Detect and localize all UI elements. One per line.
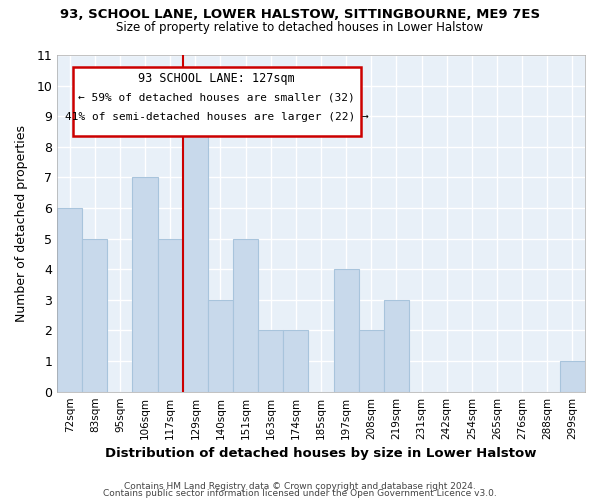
- Bar: [57, 208, 82, 392]
- Bar: [384, 300, 409, 392]
- Bar: [258, 330, 283, 392]
- Text: Contains HM Land Registry data © Crown copyright and database right 2024.: Contains HM Land Registry data © Crown c…: [124, 482, 476, 491]
- Text: 41% of semi-detached houses are larger (22) →: 41% of semi-detached houses are larger (…: [65, 112, 368, 122]
- X-axis label: Distribution of detached houses by size in Lower Halstow: Distribution of detached houses by size …: [105, 447, 537, 460]
- Bar: [183, 116, 208, 392]
- Bar: [208, 300, 233, 392]
- Bar: [233, 238, 258, 392]
- Text: 93, SCHOOL LANE, LOWER HALSTOW, SITTINGBOURNE, ME9 7ES: 93, SCHOOL LANE, LOWER HALSTOW, SITTINGB…: [60, 8, 540, 20]
- Text: Contains public sector information licensed under the Open Government Licence v3: Contains public sector information licen…: [103, 490, 497, 498]
- Text: Size of property relative to detached houses in Lower Halstow: Size of property relative to detached ho…: [116, 21, 484, 34]
- Y-axis label: Number of detached properties: Number of detached properties: [15, 125, 28, 322]
- Text: 93 SCHOOL LANE: 127sqm: 93 SCHOOL LANE: 127sqm: [139, 72, 295, 85]
- Bar: [82, 238, 107, 392]
- Text: ← 59% of detached houses are smaller (32): ← 59% of detached houses are smaller (32…: [79, 92, 355, 102]
- FancyBboxPatch shape: [73, 67, 361, 136]
- Bar: [334, 270, 359, 392]
- Bar: [560, 361, 585, 392]
- Bar: [359, 330, 384, 392]
- Bar: [133, 178, 158, 392]
- Bar: [283, 330, 308, 392]
- Bar: [158, 238, 183, 392]
